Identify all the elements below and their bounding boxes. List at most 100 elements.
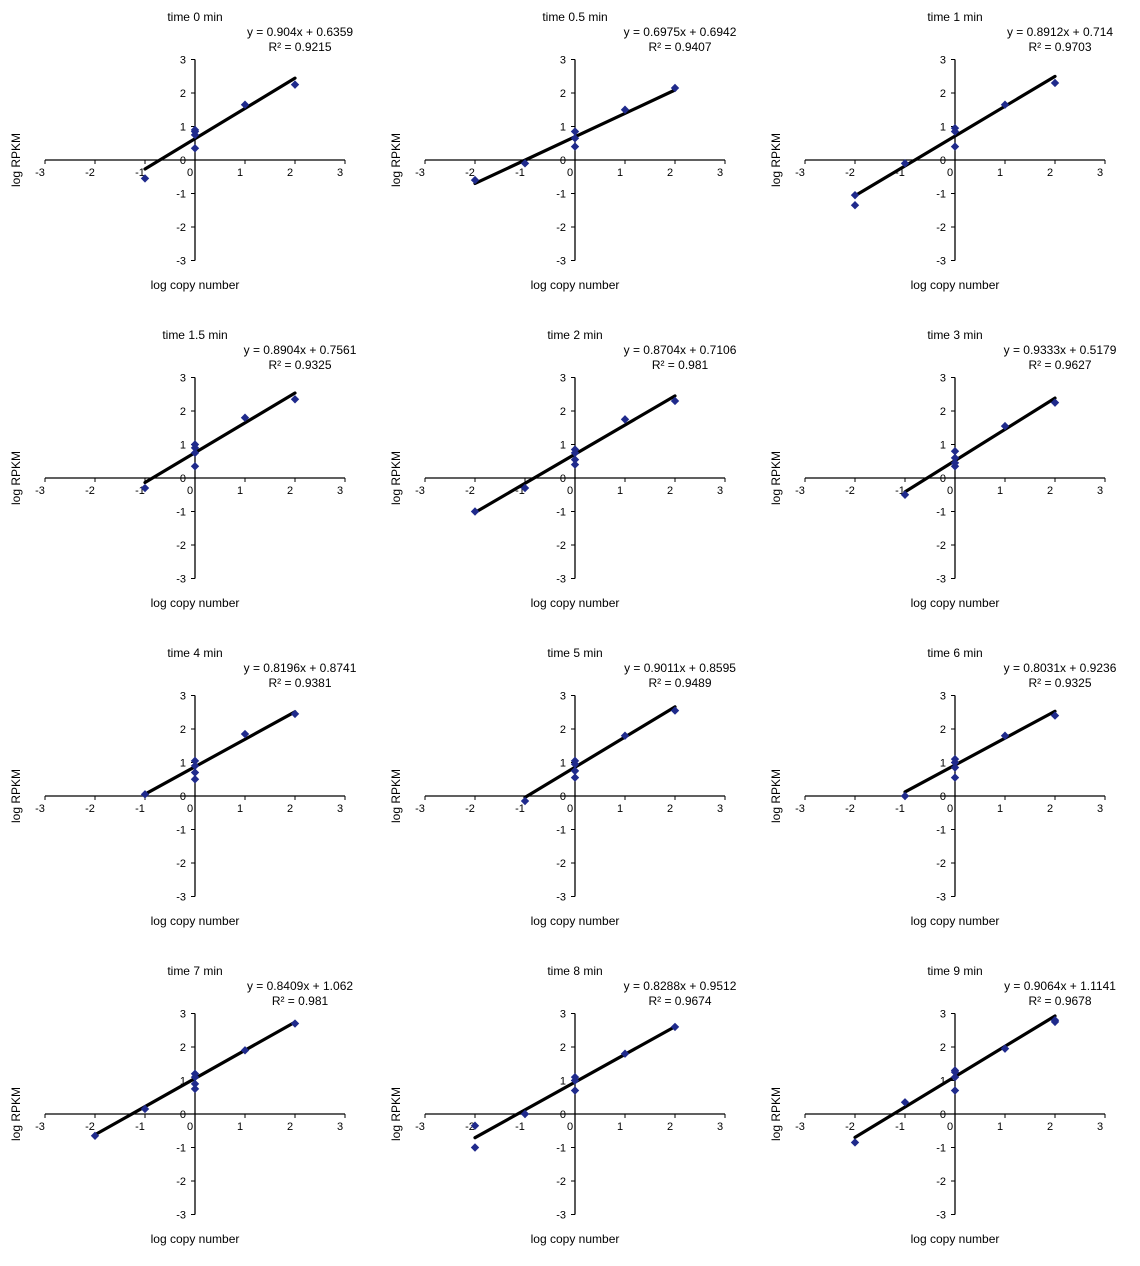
x-tick-label: 0 xyxy=(567,803,573,815)
x-tick-label: -2 xyxy=(85,1121,95,1133)
data-point xyxy=(620,415,630,424)
r-squared-label: R² = 0.9215 xyxy=(268,40,331,54)
x-tick-label: -1 xyxy=(515,485,525,497)
y-tick-label: 0 xyxy=(940,791,946,803)
r-squared-label: R² = 0.9489 xyxy=(648,676,711,690)
x-tick-label: 2 xyxy=(667,485,673,497)
data-point xyxy=(1000,1044,1010,1053)
data-point xyxy=(140,174,150,183)
x-tick-label: 1 xyxy=(617,1121,623,1133)
data-point xyxy=(290,80,300,89)
y-tick-label: -2 xyxy=(936,540,946,552)
data-point xyxy=(190,440,200,449)
chart-panel: time 8 min y = 0.8288x + 0.9512 R² = 0.967… xyxy=(380,954,760,1266)
data-point xyxy=(470,175,480,185)
x-tick-label: -1 xyxy=(135,803,145,815)
y-tick-label: 0 xyxy=(940,155,946,167)
y-tick-label: 0 xyxy=(560,473,566,485)
trendline-equation: y = 0.9011x + 0.8595 xyxy=(624,661,736,675)
data-point xyxy=(570,460,580,469)
trendline-equation: y = 0.8912x + 0.714 xyxy=(1007,25,1113,39)
trendline-equation: y = 0.8409x + 1.062 xyxy=(247,979,353,993)
data-point xyxy=(570,756,580,766)
y-tick-label: 3 xyxy=(180,373,186,385)
data-point xyxy=(850,190,860,200)
x-tick-label: 1 xyxy=(617,803,623,815)
y-tick-label: -1 xyxy=(176,1143,186,1155)
x-tick-label: -2 xyxy=(465,485,475,497)
x-tick-label: -3 xyxy=(35,485,45,497)
x-tick-label: 1 xyxy=(997,167,1003,179)
data-point xyxy=(950,453,960,463)
r-squared-label: R² = 0.9325 xyxy=(1028,676,1091,690)
data-point xyxy=(190,125,200,135)
x-tick-label: -3 xyxy=(35,1121,45,1133)
x-tick-label: 3 xyxy=(717,803,723,815)
data-point xyxy=(470,1143,480,1152)
x-tick-label: -3 xyxy=(795,803,805,815)
x-axis-title: log copy number xyxy=(911,1232,1000,1246)
y-tick-label: -2 xyxy=(176,222,186,234)
y-axis-title: log RPKM xyxy=(389,451,403,505)
x-tick-label: 0 xyxy=(947,485,953,497)
chart-panel: time 1 min y = 0.8912x + 0.714 R² = 0.9703… xyxy=(760,0,1140,312)
x-tick-label: 2 xyxy=(287,485,293,497)
data-point xyxy=(570,766,580,776)
data-point xyxy=(670,1022,680,1032)
y-tick-label: 0 xyxy=(180,1109,186,1121)
chart-title: time 3 min xyxy=(927,328,982,342)
x-tick-label: -2 xyxy=(845,803,855,815)
r-squared-label: R² = 0.9627 xyxy=(1028,358,1091,372)
data-point xyxy=(1050,78,1060,88)
x-tick-label: -2 xyxy=(845,1121,855,1133)
y-axis-title: log RPKM xyxy=(9,451,23,505)
x-axis-title: log copy number xyxy=(531,596,620,610)
y-tick-label: -3 xyxy=(556,1210,566,1222)
y-tick-label: -2 xyxy=(936,222,946,234)
y-tick-label: 3 xyxy=(940,1009,946,1021)
data-point xyxy=(570,134,580,143)
data-point xyxy=(570,1086,580,1095)
x-tick-label: -1 xyxy=(135,485,145,497)
x-axis-title: log copy number xyxy=(151,278,240,292)
chart-panel: time 1.5 min y = 0.8904x + 0.7561 R² = 0.9… xyxy=(0,318,380,630)
x-tick-label: -3 xyxy=(415,167,425,179)
y-tick-label: -1 xyxy=(936,825,946,837)
y-tick-label: 3 xyxy=(180,691,186,703)
y-axis-title: log RPKM xyxy=(9,133,23,187)
x-tick-label: 0 xyxy=(567,167,573,179)
x-tick-label: -2 xyxy=(465,1121,475,1133)
y-tick-label: 0 xyxy=(180,473,186,485)
y-tick-label: -1 xyxy=(556,825,566,837)
data-point xyxy=(900,1098,910,1107)
trendline-equation: y = 0.6975x + 0.6942 xyxy=(624,25,737,39)
y-tick-label: 2 xyxy=(560,1042,566,1054)
x-tick-label: -2 xyxy=(465,803,475,815)
x-axis-title: log copy number xyxy=(531,1232,620,1246)
chart-title: time 1 min xyxy=(927,10,982,24)
trendline xyxy=(143,76,297,171)
data-point xyxy=(570,1072,580,1082)
data-point xyxy=(620,1049,630,1058)
data-point xyxy=(240,413,250,422)
data-point xyxy=(950,447,960,456)
y-tick-label: 2 xyxy=(560,88,566,100)
x-tick-label: 0 xyxy=(187,167,193,179)
x-tick-label: 0 xyxy=(567,1121,573,1133)
data-point xyxy=(950,1072,960,1082)
y-tick-label: -3 xyxy=(176,574,186,586)
x-tick-label: -1 xyxy=(135,1121,145,1133)
x-tick-label: -1 xyxy=(895,167,905,179)
y-axis-title: log RPKM xyxy=(389,769,403,823)
y-axis-title: log RPKM xyxy=(9,769,23,823)
y-tick-label: 1 xyxy=(180,758,186,770)
x-tick-label: -3 xyxy=(415,1121,425,1133)
y-tick-label: 2 xyxy=(940,1042,946,1054)
data-point xyxy=(90,1131,100,1140)
x-tick-label: 1 xyxy=(237,167,243,179)
y-tick-label: -3 xyxy=(176,1210,186,1222)
y-tick-label: -2 xyxy=(556,222,566,234)
